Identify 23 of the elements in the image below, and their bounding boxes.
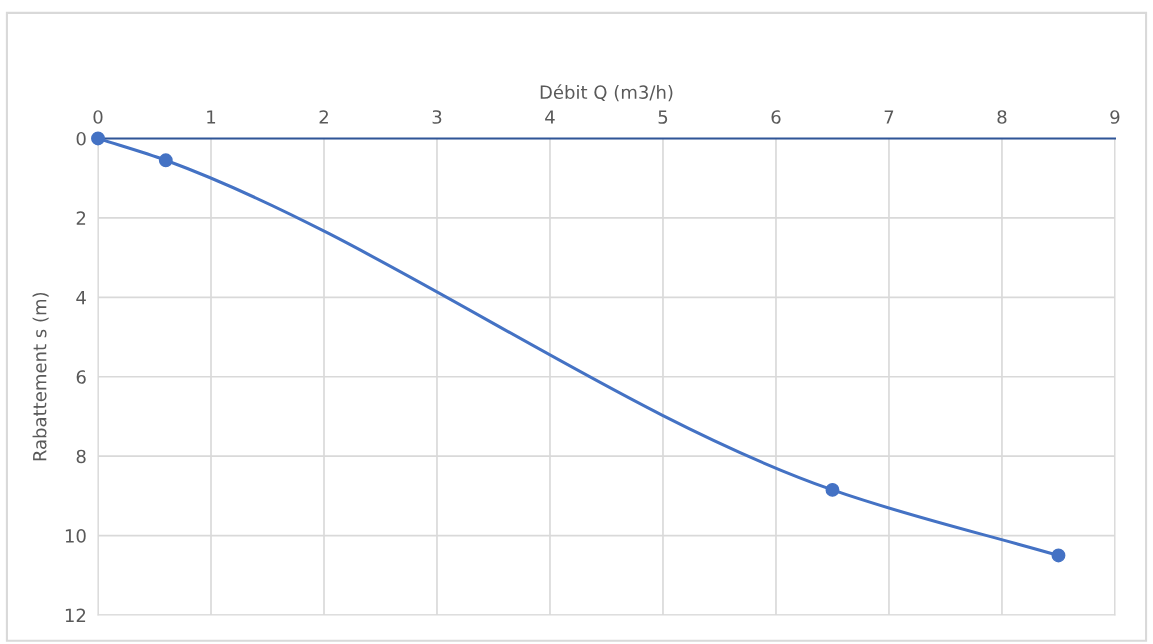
point <box>1051 548 1066 563</box>
x-axis-title: Débit Q (m3/h) <box>540 84 673 102</box>
x-tick-label: 0 <box>93 110 103 124</box>
y-tick-label: 8 <box>76 449 86 464</box>
x-tick-label: 8 <box>997 110 1007 124</box>
y-tick-label: 0 <box>76 131 86 146</box>
point <box>91 131 105 146</box>
y-tick-label: 10 <box>65 529 86 543</box>
y-tick-label: 6 <box>76 370 86 384</box>
y-axis-title: Rabattement s (m) <box>32 292 49 461</box>
point <box>158 153 173 168</box>
x-tick-label: 2 <box>319 110 328 124</box>
x-tick-label: 9 <box>1110 110 1120 124</box>
y-tick-label: 2 <box>76 211 86 225</box>
x-tick-label: 1 <box>207 110 216 124</box>
x-tick-label: 3 <box>432 110 442 124</box>
x-tick-label: 7 <box>884 110 894 124</box>
point <box>825 482 840 497</box>
x-tick-label: 6 <box>771 110 781 124</box>
x-tick-label: 5 <box>658 110 668 124</box>
y-tick-label: 12 <box>65 608 86 622</box>
x-tick-label: 4 <box>545 110 555 124</box>
y-tick-label: 4 <box>76 291 86 305</box>
